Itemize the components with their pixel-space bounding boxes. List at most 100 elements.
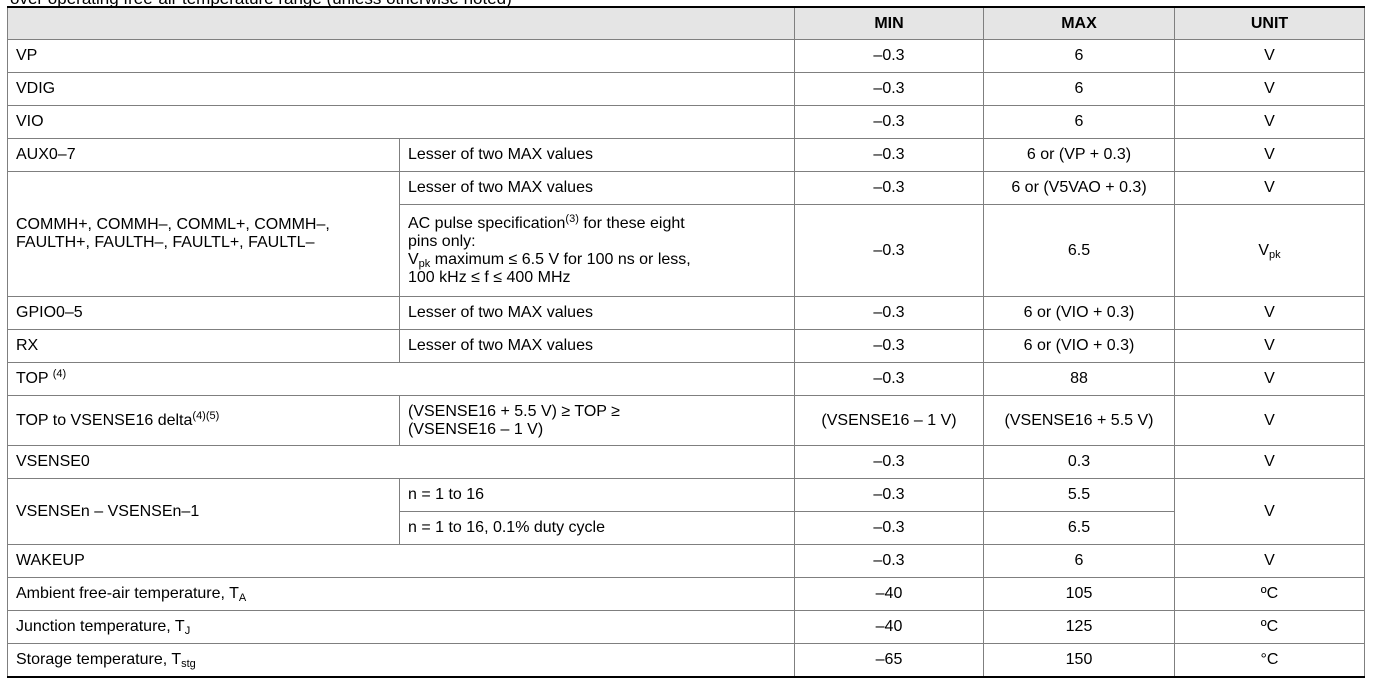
condition: Lesser of two MAX values bbox=[399, 138, 795, 172]
max-value: 6.5 bbox=[983, 204, 1175, 297]
table-row-comm-2: AC pulse specification(3) for these eigh… bbox=[8, 204, 1365, 297]
unit-value: V bbox=[1174, 138, 1365, 172]
param-name: VIO bbox=[7, 105, 795, 139]
unit-value: V bbox=[1174, 362, 1365, 396]
max-value: 6 or (VIO + 0.3) bbox=[983, 296, 1175, 330]
param-name: VP bbox=[7, 39, 795, 73]
table-row-storage-temp: Storage temperature, Tstg –65 150 °C bbox=[7, 643, 1365, 678]
param-name: Ambient free-air temperature, TA bbox=[7, 577, 795, 611]
condition-text: V bbox=[408, 250, 419, 268]
unit-value: V bbox=[1174, 296, 1365, 330]
param-name: RX bbox=[7, 329, 400, 363]
table-row-junction-temp: Junction temperature, TJ –40 125 ºC bbox=[7, 610, 1365, 644]
param-name-text: Junction temperature, T bbox=[16, 618, 185, 635]
header-unit: UNIT bbox=[1174, 6, 1365, 40]
condition: n = 1 to 16, 0.1% duty cycle bbox=[399, 511, 795, 545]
max-value: 125 bbox=[983, 610, 1175, 644]
footnote-ref: (4) bbox=[52, 368, 67, 380]
max-value: 6 or (VP + 0.3) bbox=[983, 138, 1175, 172]
unit-value: V bbox=[1174, 478, 1365, 545]
min-value: –0.3 bbox=[794, 329, 984, 363]
max-value: 5.5 bbox=[983, 478, 1175, 512]
header-max: MAX bbox=[983, 6, 1175, 40]
table-row-wakeup: WAKEUP –0.3 6 V bbox=[7, 544, 1365, 578]
footnote-ref: (4)(5) bbox=[192, 409, 220, 422]
table-caption-cut: over operating free-air temperature rang… bbox=[10, 0, 512, 9]
table-row-ambient-temp: Ambient free-air temperature, TA –40 105… bbox=[7, 577, 1365, 611]
min-value: –0.3 bbox=[794, 362, 984, 396]
condition: Lesser of two MAX values bbox=[399, 171, 795, 205]
unit-value: V bbox=[1174, 72, 1365, 106]
max-value: 105 bbox=[983, 577, 1175, 611]
subscript: stg bbox=[181, 657, 196, 670]
param-name: VSENSE0 bbox=[7, 445, 795, 479]
condition-text: pins only: bbox=[408, 232, 476, 250]
unit-value: ºC bbox=[1174, 610, 1365, 644]
min-value: (VSENSE16 – 1 V) bbox=[794, 395, 984, 446]
condition-line1: (VSENSE16 + 5.5 V) ≥ TOP ≥ bbox=[408, 402, 620, 420]
param-name: TOP (4) bbox=[7, 362, 795, 396]
param-name: TOP to VSENSE16 delta(4)(5) bbox=[7, 395, 400, 446]
param-name-text: Storage temperature, T bbox=[16, 650, 182, 668]
unit-value: ºC bbox=[1174, 577, 1365, 611]
min-value: –0.3 bbox=[794, 138, 984, 172]
condition: Lesser of two MAX values bbox=[399, 329, 795, 363]
max-value: (VSENSE16 + 5.5 V) bbox=[983, 395, 1175, 446]
table-row-vio: VIO –0.3 6 V bbox=[7, 105, 1365, 139]
condition: n = 1 to 16 bbox=[399, 478, 795, 512]
param-name: Junction temperature, TJ bbox=[7, 610, 795, 644]
condition-text: 100 kHz ≤ f ≤ 400 MHz bbox=[408, 268, 571, 286]
table-row-rx: RX Lesser of two MAX values –0.3 6 or (V… bbox=[7, 329, 1365, 363]
min-value: –0.3 bbox=[794, 296, 984, 330]
subscript: pk bbox=[418, 257, 431, 270]
min-value: –0.3 bbox=[794, 204, 984, 297]
max-value: 6 bbox=[983, 72, 1175, 106]
unit-value: V bbox=[1174, 544, 1365, 578]
min-value: –0.3 bbox=[794, 105, 984, 139]
max-value: 150 bbox=[983, 643, 1175, 678]
param-name: VSENSEn – VSENSEn–1 bbox=[7, 478, 400, 545]
unit-value: V bbox=[1174, 445, 1365, 479]
param-name: VDIG bbox=[7, 72, 795, 106]
min-value: –0.3 bbox=[794, 72, 984, 106]
unit-value: V bbox=[1174, 395, 1365, 446]
unit-value: V bbox=[1174, 171, 1365, 205]
unit-value: V bbox=[1174, 39, 1365, 73]
param-name: WAKEUP bbox=[7, 544, 795, 578]
header-min: MIN bbox=[794, 6, 984, 40]
footnote-ref: (3) bbox=[565, 212, 579, 225]
condition-text: for these eight bbox=[578, 214, 685, 232]
param-name: Storage temperature, Tstg bbox=[7, 643, 795, 678]
condition: Lesser of two MAX values bbox=[399, 296, 795, 330]
table-row-aux: AUX0–7 Lesser of two MAX values –0.3 6 o… bbox=[7, 138, 1365, 172]
min-value: –0.3 bbox=[794, 478, 984, 512]
table-row-vdig: VDIG –0.3 6 V bbox=[7, 72, 1365, 106]
min-value: –0.3 bbox=[794, 39, 984, 73]
max-value: 6 or (V5VAO + 0.3) bbox=[983, 171, 1175, 205]
table-row-top-delta: TOP to VSENSE16 delta(4)(5) (VSENSE16 + … bbox=[7, 395, 1365, 446]
unit-text: V bbox=[1258, 241, 1270, 259]
param-name: COMMH+, COMMH–, COMML+, COMMH–, FAULTH+,… bbox=[7, 171, 400, 297]
header-parameter bbox=[7, 6, 795, 40]
param-name-text: TOP bbox=[16, 370, 53, 387]
min-value: –40 bbox=[794, 610, 984, 644]
max-value: 6 or (VIO + 0.3) bbox=[983, 329, 1175, 363]
min-value: –0.3 bbox=[794, 171, 984, 205]
condition: AC pulse specification(3) for these eigh… bbox=[399, 204, 795, 297]
max-value: 6 bbox=[983, 544, 1175, 578]
min-value: –0.3 bbox=[794, 445, 984, 479]
param-name: GPIO0–5 bbox=[7, 296, 400, 330]
unit-value: Vpk bbox=[1174, 204, 1365, 297]
table-row-top: TOP (4) –0.3 88 V bbox=[7, 362, 1365, 396]
unit-value: °C bbox=[1174, 643, 1365, 678]
max-value: 88 bbox=[983, 362, 1175, 396]
unit-value: V bbox=[1174, 329, 1365, 363]
max-value: 6.5 bbox=[983, 511, 1175, 545]
max-value: 6 bbox=[983, 105, 1175, 139]
param-name-text: Ambient free-air temperature, T bbox=[16, 585, 239, 602]
table-row-vp: VP –0.3 6 V bbox=[7, 39, 1365, 73]
min-value: –0.3 bbox=[794, 511, 984, 545]
table-row-gpio: GPIO0–5 Lesser of two MAX values –0.3 6 … bbox=[7, 296, 1365, 330]
condition-text: maximum ≤ 6.5 V for 100 ns or less, bbox=[430, 250, 691, 268]
max-value: 0.3 bbox=[983, 445, 1175, 479]
